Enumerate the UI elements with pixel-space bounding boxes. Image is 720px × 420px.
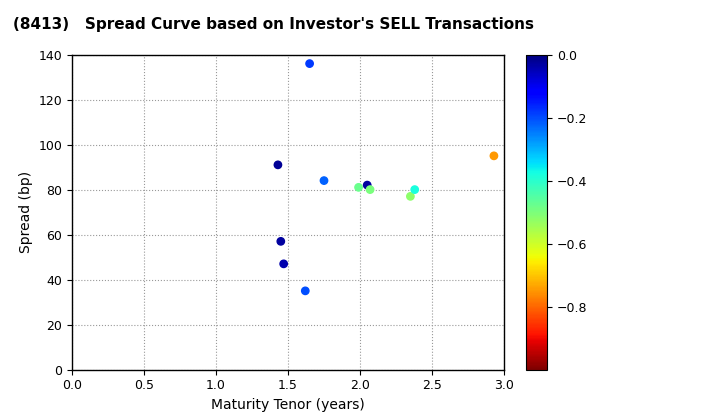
Point [318,177,330,184]
Point [275,238,287,245]
Y-axis label: Spread (bp): Spread (bp) [19,171,33,253]
Point [300,287,311,294]
Point [304,60,315,67]
Point [488,152,500,159]
Point [361,182,373,189]
Text: (8413)   Spread Curve based on Investor's SELL Transactions: (8413) Spread Curve based on Investor's … [13,17,534,32]
Point [364,186,376,193]
X-axis label: Maturity Tenor (years): Maturity Tenor (years) [211,398,365,412]
Point [353,184,364,191]
Point [272,161,284,168]
Point [405,193,416,199]
Point [409,186,420,193]
Point [278,260,289,267]
